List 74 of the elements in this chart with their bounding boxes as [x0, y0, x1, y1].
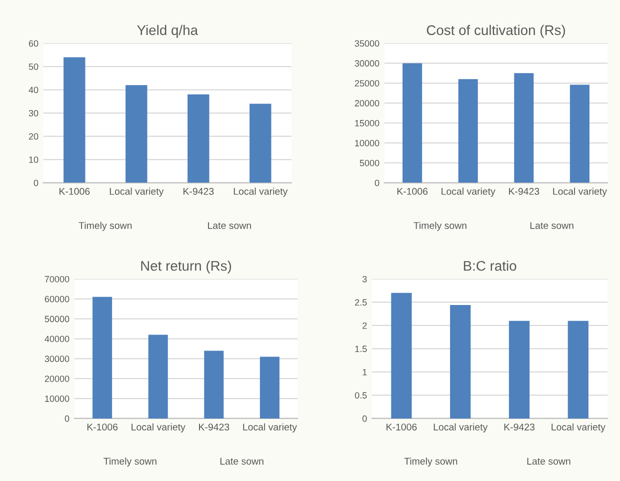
y-tick-label: 0: [34, 180, 38, 186]
bar: [126, 85, 148, 183]
text: Late sown: [208, 222, 251, 229]
text: Timely sown: [104, 458, 156, 467]
chart-title: B:C ratio: [464, 260, 516, 271]
x-tick-label: K-1006: [397, 188, 428, 195]
y-tick-label: 30000: [354, 60, 380, 67]
bar: [188, 94, 210, 183]
x-tick-label: Local variety: [442, 188, 496, 197]
bar: [391, 292, 412, 418]
bar: [260, 356, 280, 418]
y-tick-label: 0: [64, 415, 70, 422]
y-tick-label: 1.5: [355, 346, 367, 352]
y-tick-label: 40000: [44, 336, 70, 342]
chart-title: Cost of cultivation (Rs): [426, 24, 565, 38]
y-tick-label: 40: [28, 86, 38, 94]
x-tick-label: Local variety: [553, 188, 607, 197]
bar: [92, 296, 112, 418]
x-tick-label: K-9423: [199, 424, 230, 430]
y-tick-label: 60000: [44, 296, 70, 302]
x-tick-label: K-1006: [87, 424, 118, 430]
x-tick-label: Local variety: [243, 423, 297, 432]
x-tick-label: Local variety: [434, 423, 488, 432]
bar: [402, 63, 422, 183]
y-tick-label: 20000: [44, 376, 70, 382]
bar: [250, 104, 272, 183]
text: Timely sown: [78, 222, 132, 231]
chart-title: Net return (Rs): [141, 260, 232, 274]
x-tick-label: Local variety: [234, 188, 288, 197]
bar: [450, 305, 471, 418]
y-tick-label: 2: [362, 322, 367, 329]
y-tick-label: 35000: [354, 40, 380, 47]
x-tick-label: K-1006: [60, 188, 90, 195]
y-tick-label: 15000: [355, 120, 380, 126]
bar: [204, 350, 224, 418]
x-tick-label: K-1006: [386, 424, 417, 430]
y-tick-label: 10000: [355, 140, 380, 146]
y-tick-label: 30000: [44, 356, 70, 362]
y-tick-label: 25000: [354, 80, 380, 87]
y-tick-label: 10: [29, 156, 38, 163]
y-tick-label: 20: [28, 133, 38, 140]
y-tick-label: 30: [28, 110, 38, 116]
chart-title: Yield q/ha: [137, 24, 198, 38]
text: Late sown: [220, 458, 264, 465]
y-tick-label: 10000: [45, 396, 70, 402]
y-tick-label: 2.5: [355, 299, 367, 306]
text: Timely sown: [404, 458, 458, 467]
y-tick-label: 50: [28, 64, 38, 70]
y-tick-label: 70000: [44, 276, 70, 282]
y-tick-label: 50000: [44, 316, 70, 322]
x-tick-label: K-9423: [509, 188, 540, 195]
x-tick-label: Local variety: [110, 188, 164, 197]
x-tick-label: Local variety: [552, 423, 606, 432]
y-tick-label: 60: [28, 40, 38, 47]
bar: [514, 73, 534, 183]
text: Late sown: [530, 222, 574, 229]
bar: [458, 79, 478, 183]
x-tick-label: Local variety: [132, 423, 186, 432]
bar: [570, 84, 590, 183]
text: Late sown: [527, 458, 570, 465]
y-tick-label: 0: [362, 415, 367, 422]
y-tick-label: 5000: [360, 160, 380, 166]
y-tick-label: 20000: [354, 100, 380, 106]
y-tick-label: 3: [362, 276, 367, 282]
x-tick-label: K-9423: [504, 424, 534, 430]
bar: [64, 57, 86, 183]
bar: [148, 334, 168, 418]
x-tick-label: K-9423: [184, 188, 214, 195]
y-tick-label: 0: [374, 180, 380, 186]
y-tick-label: 0.5: [354, 392, 367, 399]
y-tick-label: 1: [362, 369, 367, 376]
bar: [508, 320, 530, 418]
bar: [568, 320, 588, 418]
text: Timely sown: [414, 222, 466, 231]
